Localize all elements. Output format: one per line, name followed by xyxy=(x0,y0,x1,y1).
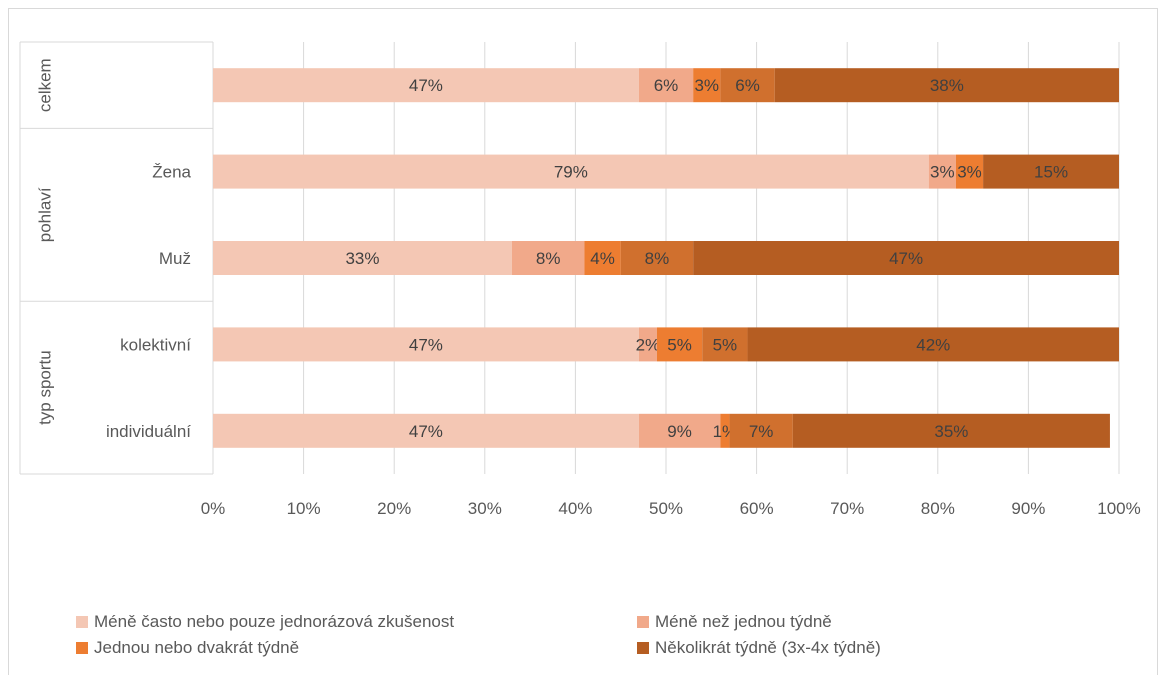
category-label: individuální xyxy=(106,422,191,441)
data-label: 42% xyxy=(916,335,950,354)
data-label: 47% xyxy=(889,249,923,268)
x-tick-label: 10% xyxy=(287,499,321,518)
data-label: 4% xyxy=(590,249,615,268)
data-label: 9% xyxy=(667,422,692,441)
x-tick-label: 40% xyxy=(558,499,592,518)
x-tick-label: 60% xyxy=(740,499,774,518)
bar-segment xyxy=(747,327,1119,362)
bar-segment xyxy=(638,327,657,362)
legend-swatch xyxy=(637,642,649,654)
legend-item-1: Méně než jednou týdně xyxy=(637,612,832,632)
data-label: 38% xyxy=(930,76,964,95)
x-tick-label: 0% xyxy=(201,499,226,518)
bars: 47% 6% 3% 6% 38%Žena 79% 3% 3% 15%Muž 33% 8% 4% 8% 47… xyxy=(106,68,1119,448)
x-tick-label: 80% xyxy=(921,499,955,518)
data-label: 15% xyxy=(1034,163,1068,182)
data-label: 3% xyxy=(694,76,719,95)
bar-segment xyxy=(638,68,694,103)
legend-item-0: Méně často nebo pouze jednorázová zkušen… xyxy=(76,612,454,632)
bar-segment xyxy=(213,327,639,362)
bar-segment xyxy=(656,327,703,362)
bar-segment xyxy=(720,413,730,448)
group-label: pohlaví xyxy=(35,187,54,242)
data-label: 33% xyxy=(345,249,379,268)
data-label: 2% xyxy=(636,335,661,354)
group-label: celkem xyxy=(35,58,54,112)
legend-swatch xyxy=(637,616,649,628)
bar-segment xyxy=(792,413,1110,448)
bar-segment xyxy=(638,413,721,448)
x-tick-label: 30% xyxy=(468,499,502,518)
bar-segment xyxy=(774,68,1119,103)
bar-segment xyxy=(720,68,775,103)
bar-segment xyxy=(702,327,748,362)
category-label: kolektivní xyxy=(120,335,191,354)
data-label: 5% xyxy=(713,335,738,354)
bar-segment xyxy=(983,154,1119,189)
bar-segment xyxy=(620,241,694,275)
data-label: 5% xyxy=(667,335,692,354)
data-label: 35% xyxy=(934,422,968,441)
group-label: typ sportu xyxy=(35,350,54,425)
legend-label: Méně často nebo pouze jednorázová zkušen… xyxy=(94,612,455,631)
legend-label: Několikrát týdně (3x-4x týdně) xyxy=(655,638,881,657)
data-label: 47% xyxy=(409,422,443,441)
data-label: 79% xyxy=(554,163,588,182)
data-label: 47% xyxy=(409,335,443,354)
bar-segment xyxy=(511,241,585,275)
bar-segment xyxy=(955,154,984,189)
x-tick-label: 90% xyxy=(1011,499,1045,518)
bar-segment xyxy=(213,241,512,275)
x-axis-ticks: 0% 10% 20% 30% 40% 50% 60% 70% 80% 90% 100% xyxy=(201,499,1141,518)
data-label: 8% xyxy=(536,249,561,268)
bar-segment xyxy=(693,68,721,103)
legend-label: Jednou nebo dvakrát týdně xyxy=(94,638,300,657)
category-label: Muž xyxy=(159,249,191,268)
data-label: 47% xyxy=(409,76,443,95)
data-label: 7% xyxy=(749,422,774,441)
x-tick-label: 100% xyxy=(1097,499,1140,518)
bar-segment xyxy=(213,68,639,103)
category-label: Žena xyxy=(152,163,191,182)
data-label: 8% xyxy=(645,249,670,268)
legend-swatch xyxy=(76,616,88,628)
chart-frame xyxy=(8,8,1158,675)
bar-segment xyxy=(213,154,929,189)
data-label: 3% xyxy=(957,163,982,182)
legend-item-2: Jednou nebo dvakrát týdně xyxy=(76,638,299,658)
bar-segment xyxy=(693,241,1119,275)
x-tick-label: 70% xyxy=(830,499,864,518)
bar-segment xyxy=(584,241,621,275)
data-label: 3% xyxy=(930,163,955,182)
bar-segment xyxy=(213,413,639,448)
data-label: 6% xyxy=(735,76,760,95)
legend-item-3: Několikrát týdně (3x-4x týdně) xyxy=(637,638,881,658)
legend-swatch xyxy=(76,642,88,654)
x-tick-label: 50% xyxy=(649,499,683,518)
legend-label: Méně než jednou týdně xyxy=(655,612,832,631)
bar-segment xyxy=(928,154,956,189)
data-label: 6% xyxy=(654,76,679,95)
x-tick-label: 20% xyxy=(377,499,411,518)
bar-segment xyxy=(729,413,793,448)
stacked-bar-chart: celkem pohlaví typ sportu 47% 6% 3% 6% 38% Žena… xyxy=(19,41,1141,518)
